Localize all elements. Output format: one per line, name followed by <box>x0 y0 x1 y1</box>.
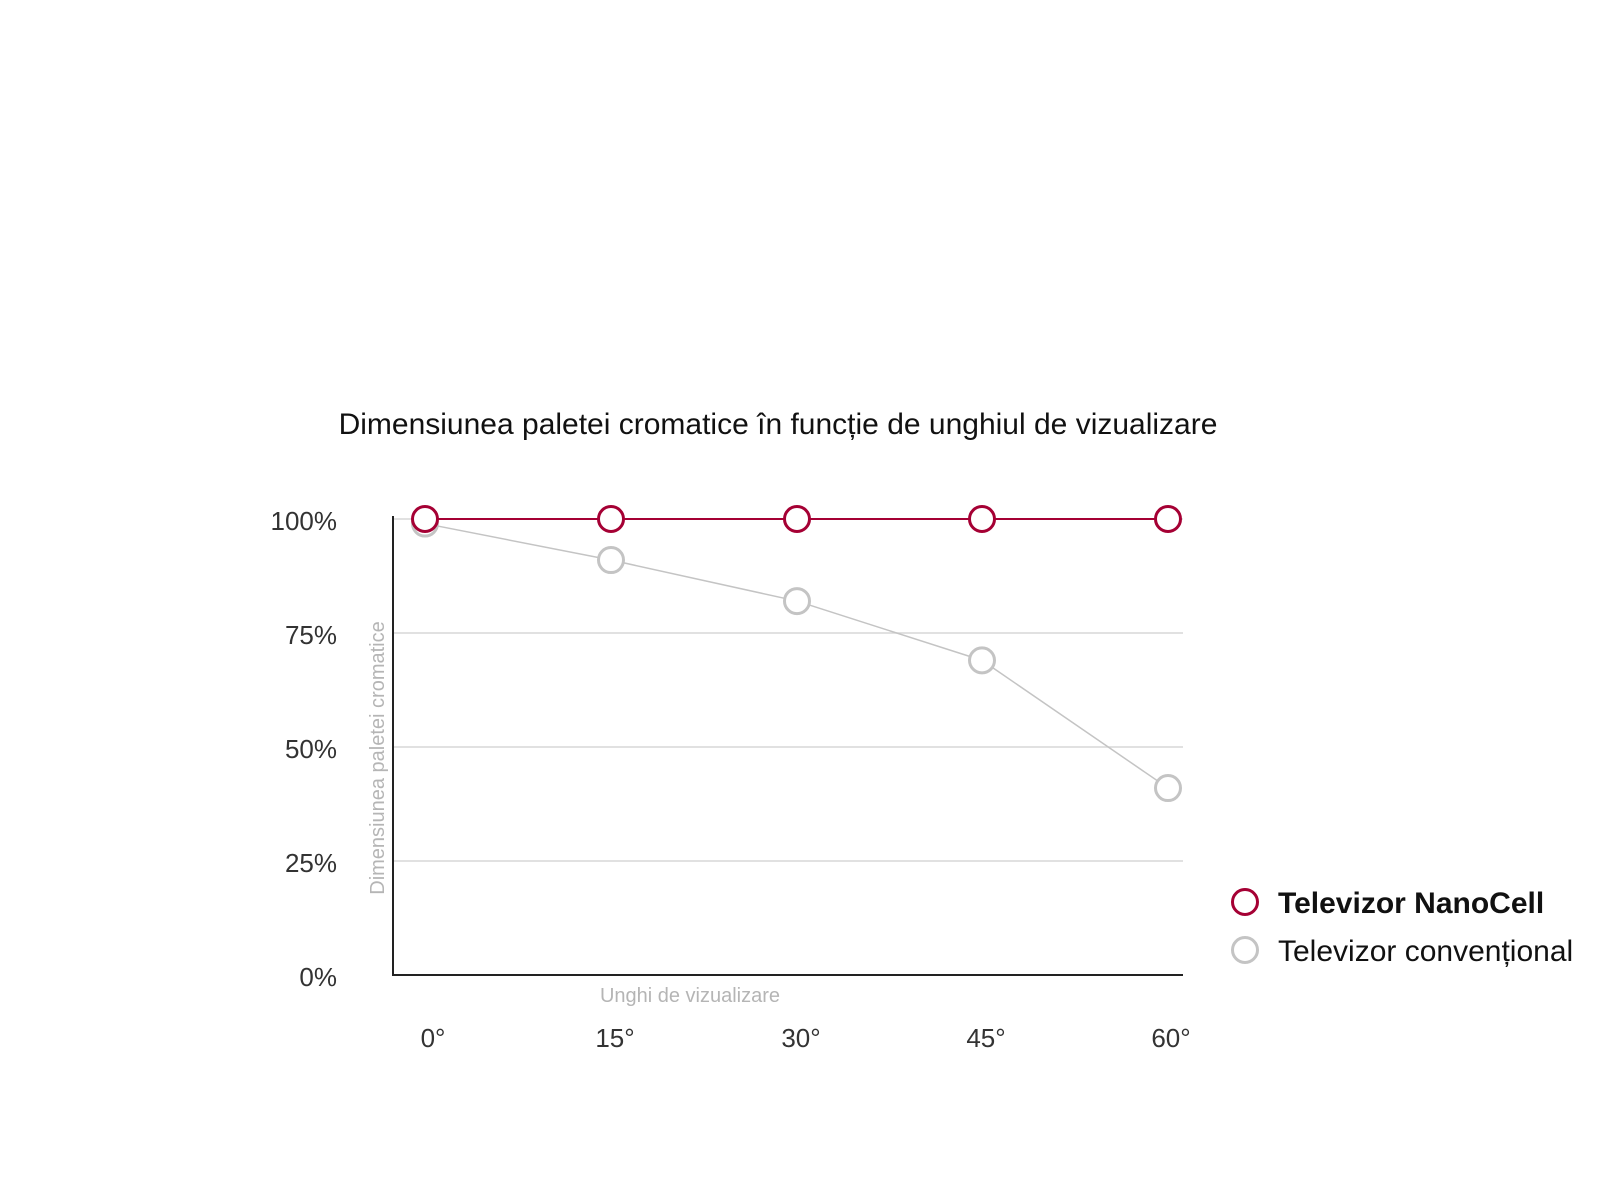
series-layer <box>411 505 1182 803</box>
series-conventional <box>411 509 1182 803</box>
x-tick-label: 45° <box>966 1023 1005 1053</box>
data-point <box>1154 774 1182 803</box>
legend: Televizor NanoCell Televizor convenționa… <box>1231 887 1573 968</box>
x-axis-label: Unghi de vizualizare <box>600 985 780 1007</box>
data-point <box>411 505 439 533</box>
y-axis-ticks: 0% 25% 50% 75% 100% <box>271 506 338 992</box>
y-tick-label: 100% <box>271 506 338 536</box>
x-tick-label: 30° <box>781 1023 820 1053</box>
data-point <box>783 505 811 533</box>
y-tick-label: 50% <box>285 734 337 764</box>
grid-lines <box>393 518 1183 862</box>
legend-label-nanocell: Televizor NanoCell <box>1278 887 1544 920</box>
x-axis-ticks: 0° 15° 30° 45° 60° <box>421 1023 1191 1053</box>
chart-title: Dimensiunea paletei cromatice în funcție… <box>339 408 1218 441</box>
data-point <box>783 587 811 616</box>
x-tick-label: 15° <box>595 1023 634 1053</box>
data-point <box>968 505 996 533</box>
y-tick-label: 25% <box>285 848 337 878</box>
series-nanocell <box>411 505 1182 533</box>
legend-item-conventional: Televizor convențional <box>1231 935 1573 968</box>
data-point <box>597 505 625 533</box>
data-point <box>1154 505 1182 533</box>
legend-label-conventional: Televizor convențional <box>1278 935 1573 968</box>
x-tick-label: 60° <box>1151 1023 1190 1053</box>
x-tick-label: 0° <box>421 1023 446 1053</box>
data-point <box>597 546 625 575</box>
y-axis-label: Dimensiunea paletei cromatice <box>367 621 389 894</box>
y-tick-label: 0% <box>299 962 337 992</box>
legend-item-nanocell: Televizor NanoCell <box>1231 887 1544 920</box>
legend-marker-nanocell <box>1231 888 1259 916</box>
legend-marker-conventional <box>1231 936 1259 964</box>
series-line <box>424 522 1169 789</box>
data-point <box>968 646 996 675</box>
y-tick-label: 75% <box>285 620 337 650</box>
